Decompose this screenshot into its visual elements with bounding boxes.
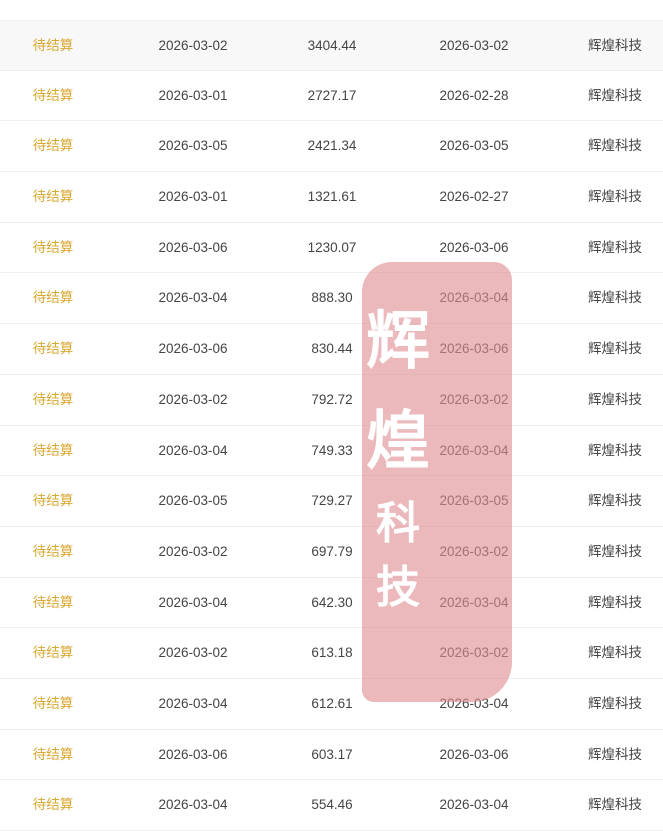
settle-date-cell: 2026-03-04 (439, 442, 509, 458)
date-cell: 2026-03-05 (158, 138, 228, 154)
company-cell: 辉煌科技 (588, 594, 642, 610)
amount-cell: 888.30 (311, 290, 353, 306)
company-cell: 辉煌科技 (588, 695, 642, 711)
company-cell: 辉煌科技 (588, 391, 642, 407)
amount-cell: 603.17 (311, 746, 353, 762)
date-cell: 2026-03-06 (158, 341, 228, 357)
amount-cell: 613.18 (311, 645, 353, 661)
amount-cell: 554.46 (311, 797, 353, 813)
settle-date-cell: 2026-03-02 (439, 645, 509, 661)
company-cell: 辉煌科技 (588, 543, 642, 559)
table-row[interactable]: 待结算 2026-03-06 1230.07 2026-03-06 辉煌科技 (0, 223, 663, 274)
table-row[interactable]: 待结算 2026-03-06 603.17 2026-03-06 辉煌科技 (0, 730, 663, 781)
settle-date-cell: 2026-03-06 (439, 239, 509, 255)
status-cell: 待结算 (32, 442, 74, 458)
status-cell: 待结算 (32, 391, 74, 407)
date-cell: 2026-03-02 (158, 645, 228, 661)
date-cell: 2026-03-04 (158, 442, 228, 458)
amount-cell: 642.30 (311, 594, 353, 610)
date-cell: 2026-03-02 (158, 391, 228, 407)
amount-cell: 3404.44 (307, 38, 357, 53)
settle-date-cell: 2026-03-06 (439, 746, 509, 762)
date-cell: 2026-03-04 (158, 695, 228, 711)
date-cell: 2026-03-04 (158, 797, 228, 813)
amount-cell: 792.72 (311, 391, 353, 407)
table-row[interactable]: 待结算 2026-03-04 612.61 2026-03-04 辉煌科技 (0, 679, 663, 730)
date-cell: 2026-03-01 (158, 87, 228, 103)
table-row[interactable]: 待结算 2026-03-04 888.30 2026-03-04 辉煌科技 (0, 273, 663, 325)
settle-date-cell: 2026-02-28 (439, 87, 509, 103)
table-row[interactable]: 待结算 2026-03-06 830.44 2026-03-06 辉煌科技 (0, 324, 663, 375)
settle-date-cell: 2026-03-04 (439, 695, 509, 711)
settle-date-cell: 2026-03-02 (439, 543, 509, 559)
status-cell: 待结算 (32, 543, 74, 559)
settle-date-cell: 2026-03-04 (439, 594, 509, 610)
status-cell: 待结算 (32, 87, 74, 103)
table-row[interactable]: 待结算 2026-03-02 3404.44 2026-03-02 辉煌科技 (0, 20, 663, 71)
company-cell: 辉煌科技 (588, 645, 642, 661)
company-cell: 辉煌科技 (588, 290, 642, 306)
table-row[interactable]: 待结算 2026-03-04 554.46 2026-03-04 辉煌科技 (0, 780, 663, 831)
date-cell: 2026-03-02 (158, 38, 228, 53)
status-cell: 待结算 (32, 594, 74, 610)
table-row[interactable]: 待结算 2026-03-05 2421.34 2026-03-05 辉煌科技 (0, 121, 663, 173)
settle-date-cell: 2026-03-05 (439, 493, 509, 509)
date-cell: 2026-03-04 (158, 594, 228, 610)
table-row[interactable]: 待结算 2026-03-04 749.33 2026-03-04 辉煌科技 (0, 426, 663, 477)
status-cell: 待结算 (32, 38, 74, 53)
amount-cell: 612.61 (311, 695, 353, 711)
date-cell: 2026-03-06 (158, 746, 228, 762)
amount-cell: 1321.61 (307, 189, 357, 205)
amount-cell: 2727.17 (307, 87, 357, 103)
company-cell: 辉煌科技 (588, 239, 642, 255)
table-row[interactable]: 待结算 2026-03-02 613.18 2026-03-02 辉煌科技 (0, 628, 663, 679)
amount-cell: 1230.07 (307, 239, 357, 255)
status-cell: 待结算 (32, 290, 74, 306)
amount-cell: 749.33 (311, 442, 353, 458)
status-cell: 待结算 (32, 239, 74, 255)
status-cell: 待结算 (32, 695, 74, 711)
company-cell: 辉煌科技 (588, 38, 642, 53)
settle-date-cell: 2026-03-04 (439, 290, 509, 306)
company-cell: 辉煌科技 (588, 442, 642, 458)
settle-date-cell: 2026-03-04 (439, 797, 509, 813)
table-row[interactable]: 待结算 2026-03-01 1321.61 2026-02-27 辉煌科技 (0, 172, 663, 223)
status-cell: 待结算 (32, 341, 74, 357)
status-cell: 待结算 (32, 645, 74, 661)
status-cell: 待结算 (32, 189, 74, 205)
date-cell: 2026-03-01 (158, 189, 228, 205)
company-cell: 辉煌科技 (588, 341, 642, 357)
table-row[interactable]: 待结算 2026-03-02 792.72 2026-03-02 辉煌科技 (0, 375, 663, 426)
date-cell: 2026-03-06 (158, 239, 228, 255)
settlement-table: 待结算 2026-03-02 3404.44 2026-03-02 辉煌科技 待结算 202… (0, 20, 663, 831)
company-cell: 辉煌科技 (588, 189, 642, 205)
amount-cell: 2421.34 (307, 138, 357, 154)
table-row[interactable]: 待结算 2026-03-05 729.27 2026-03-05 辉煌科技 (0, 476, 663, 527)
table-row[interactable]: 待结算 2026-03-04 642.30 2026-03-04 辉煌科技 (0, 578, 663, 629)
status-cell: 待结算 (32, 493, 74, 509)
settle-date-cell: 2026-03-02 (439, 38, 509, 53)
company-cell: 辉煌科技 (588, 797, 642, 813)
company-cell: 辉煌科技 (588, 493, 642, 509)
status-cell: 待结算 (32, 746, 74, 762)
status-cell: 待结算 (32, 797, 74, 813)
date-cell: 2026-03-04 (158, 290, 228, 306)
settle-date-cell: 2026-03-06 (439, 341, 509, 357)
company-cell: 辉煌科技 (588, 746, 642, 762)
date-cell: 2026-03-02 (158, 543, 228, 559)
date-cell: 2026-03-05 (158, 493, 228, 509)
amount-cell: 697.79 (311, 543, 353, 559)
company-cell: 辉煌科技 (588, 138, 642, 154)
settle-date-cell: 2026-03-02 (439, 391, 509, 407)
company-cell: 辉煌科技 (588, 87, 642, 103)
settle-date-cell: 2026-03-05 (439, 138, 509, 154)
table-row[interactable]: 待结算 2026-03-02 697.79 2026-03-02 辉煌科技 (0, 527, 663, 578)
settle-date-cell: 2026-02-27 (439, 189, 509, 205)
amount-cell: 729.27 (311, 493, 353, 509)
status-cell: 待结算 (32, 138, 74, 154)
amount-cell: 830.44 (311, 341, 353, 357)
table-row[interactable]: 待结算 2026-03-01 2727.17 2026-02-28 辉煌科技 (0, 71, 663, 122)
